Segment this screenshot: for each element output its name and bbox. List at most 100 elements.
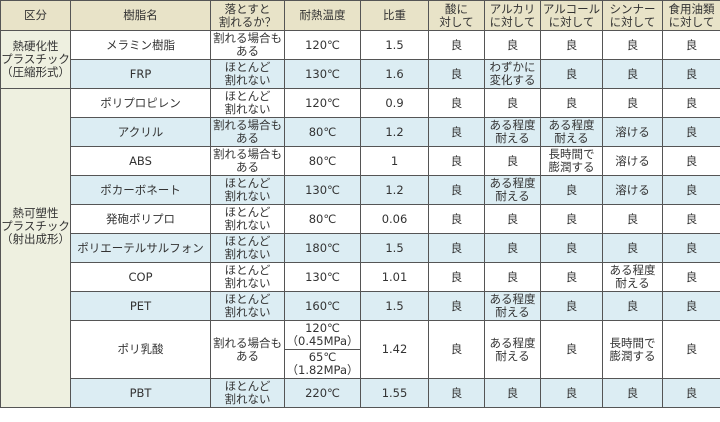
cell-alcohol: 良 xyxy=(540,204,603,234)
cell-acid: 良 xyxy=(428,30,485,60)
plastics-comparison-table: 区分 樹脂名 落とすと 割れるか？ 耐熱温度 比重 酸に 対して アルカリ に対して アルコー… xyxy=(0,0,720,408)
header-alkali: アルカリ に対して xyxy=(484,0,541,31)
table-row: COP ほとんど 割れない 130℃ 1.01 良良良ある程度 耐える良 xyxy=(1,262,720,292)
cell-alcohol: 良 xyxy=(540,262,603,292)
cell-acid: 良 xyxy=(428,291,485,321)
cell-alkali: 良 xyxy=(484,88,541,118)
cell-alkali: 良 xyxy=(484,378,541,408)
cell-acid: 良 xyxy=(428,88,485,118)
table-row: ABS 割れる場合も ある 80℃ 1 良良長時間で 膨潤する 溶ける良 xyxy=(1,146,720,176)
header-edible-oil: 食用油類 に対して xyxy=(662,0,720,31)
cell-oil: 良 xyxy=(662,291,720,321)
cell-alkali: 良 xyxy=(484,262,541,292)
header-drop-break: 落とすと 割れるか？ xyxy=(210,0,285,31)
cell-drop: ほとんど 割れない xyxy=(210,291,285,321)
cell-name: ABS xyxy=(70,146,211,176)
category-cell: 熱硬化性 プラスチック （圧縮形式） xyxy=(0,30,71,89)
cell-acid: 良 xyxy=(428,175,485,205)
cell-gravity: 1.2 xyxy=(360,175,429,205)
cell-heat: 130℃ xyxy=(284,262,361,292)
cell-gravity: 1.5 xyxy=(360,30,429,60)
table-row: アクリル 割れる場合も ある 80℃ 1.2 良ある程度 耐える ある程度 耐える 溶ける良 xyxy=(1,117,720,147)
cell-name: FRP xyxy=(70,59,211,89)
cell-heat: 120℃ xyxy=(284,30,361,60)
cell-acid: 良 xyxy=(428,59,485,89)
cell-name: ポリプロピレン xyxy=(70,88,211,118)
cell-drop: ほとんど 割れない xyxy=(210,59,285,89)
cell-oil: 良 xyxy=(662,378,720,408)
cell-alkali: わずかに 変化する xyxy=(484,59,541,89)
table-row: 熱硬化性 プラスチック （圧縮形式） メラミン樹脂 割れる場合も ある 120℃ 1.5… xyxy=(0,30,720,89)
cell-alkali: 良 xyxy=(484,146,541,176)
cell-oil: 良 xyxy=(662,233,720,263)
cell-heat-2: 65℃ （1.82MPa） xyxy=(284,349,361,379)
cell-name: PBT xyxy=(70,378,211,408)
cell-alkali: ある程度 耐える xyxy=(484,117,541,147)
category-cell: 熱可塑性 プラスチック （射出成形） xyxy=(0,88,71,408)
cell-heat: 120℃ （0.45MPa） xyxy=(284,320,361,350)
cell-drop: 割れる場合も ある xyxy=(210,320,285,379)
cell-oil: 良 xyxy=(662,30,720,60)
cell-thinner: 良 xyxy=(602,378,663,408)
table-row: ポリ乳酸 割れる場合も ある 120℃ （0.45MPa） 1.42 良ある程度 耐える… xyxy=(1,320,720,379)
cell-acid: 良 xyxy=(428,146,485,176)
cell-alkali: ある程度 耐える xyxy=(484,291,541,321)
cell-thinner: 良 xyxy=(602,88,663,118)
table-row-sub: 65℃ （1.82MPa） xyxy=(1,349,720,379)
cell-alcohol: 良 xyxy=(540,233,603,263)
cell-alcohol: 長時間で 膨潤する xyxy=(540,146,603,176)
table-row: ポカーボネート ほとんど 割れない 130℃ 1.2 良ある程度 耐える良溶ける良 xyxy=(1,175,720,205)
cell-thinner: 良 xyxy=(602,30,663,60)
cell-name: メラミン樹脂 xyxy=(70,30,211,60)
cell-thinner: 良 xyxy=(602,59,663,89)
cell-drop: ほとんど 割れない xyxy=(210,88,285,118)
cell-gravity: 1.6 xyxy=(360,59,429,89)
cell-gravity: 1.01 xyxy=(360,262,429,292)
table-row: 発砲ポリプロ ほとんど 割れない 80℃ 0.06 良良良良良 xyxy=(1,204,720,234)
table-row: FRP ほとんど 割れない 130℃ 1.6 良わずかに 変化する良良良 xyxy=(1,59,720,89)
cell-gravity: 1 xyxy=(360,146,429,176)
cell-heat: 160℃ xyxy=(284,291,361,321)
header-category: 区分 xyxy=(0,0,71,31)
cell-heat: 80℃ xyxy=(284,204,361,234)
cell-name: PET xyxy=(70,291,211,321)
cell-gravity: 0.06 xyxy=(360,204,429,234)
header-heat-resistance: 耐熱温度 xyxy=(284,0,361,31)
table-row: PET ほとんど 割れない 160℃ 1.5 良ある程度 耐える良良良 xyxy=(1,291,720,321)
cell-oil: 良 xyxy=(662,146,720,176)
cell-drop: ほとんど 割れない xyxy=(210,378,285,408)
cell-oil: 良 xyxy=(662,262,720,292)
cell-name: ポカーボネート xyxy=(70,175,211,205)
cell-thinner: 良 xyxy=(602,233,663,263)
cell-oil: 良 xyxy=(662,204,720,234)
cell-heat: 80℃ xyxy=(284,117,361,147)
header-row: 区分 樹脂名 落とすと 割れるか？ 耐熱温度 比重 酸に 対して アルカリ に対して アルコー… xyxy=(0,0,720,31)
cell-alcohol: 良 xyxy=(540,30,603,60)
cell-alcohol: ある程度 耐える xyxy=(540,117,603,147)
cell-oil: 良 xyxy=(662,117,720,147)
cell-gravity: 1.55 xyxy=(360,378,429,408)
cell-heat: 180℃ xyxy=(284,233,361,263)
cell-alcohol: 良 xyxy=(540,88,603,118)
cell-drop: 割れる場合も ある xyxy=(210,117,285,147)
cell-drop: 割れる場合も ある xyxy=(210,146,285,176)
cell-alkali: 良 xyxy=(484,233,541,263)
cell-alkali: 良 xyxy=(484,30,541,60)
cell-name: アクリル xyxy=(70,117,211,147)
cell-heat: 120℃ xyxy=(284,88,361,118)
cell-gravity: 1.5 xyxy=(360,291,429,321)
cell-name: ポリ乳酸 xyxy=(70,320,211,379)
cell-acid: 良 xyxy=(428,262,485,292)
cell-alcohol: 良 xyxy=(540,378,603,408)
header-specific-gravity: 比重 xyxy=(360,0,429,31)
cell-thinner: 良 xyxy=(602,291,663,321)
table-row: PBT ほとんど 割れない 220℃ 1.55 良良良良良 xyxy=(1,378,720,408)
cell-thinner: 長時間で 膨潤する xyxy=(602,320,663,379)
cell-thinner: 溶ける xyxy=(602,146,663,176)
cell-thinner: 良 xyxy=(602,204,663,234)
table-row: ポリエーテルサルフォン ほとんど 割れない 180℃ 1.5 良良良良良 xyxy=(1,233,720,263)
cell-drop: ほとんど 割れない xyxy=(210,262,285,292)
cell-acid: 良 xyxy=(428,117,485,147)
cell-drop: ほとんど 割れない xyxy=(210,233,285,263)
cell-heat: 220℃ xyxy=(284,378,361,408)
